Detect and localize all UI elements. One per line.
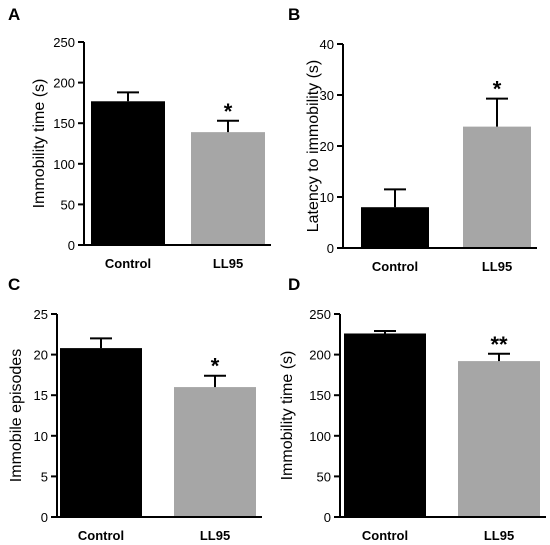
panel-label-b: B [288,5,300,24]
y-tick-label-b-3: 30 [320,88,334,103]
bar-c-control [60,348,142,517]
x-tick-label-d-0: Control [362,528,408,543]
y-axis-title-a: Immobility time (s) [31,79,48,209]
y-tick-label-c-4: 20 [34,348,48,363]
y-tick-label-d-4: 200 [309,348,331,363]
significance-c-1: * [211,354,220,379]
panel-label-c: C [8,275,20,294]
y-tick-label-c-5: 25 [34,307,48,322]
significance-d-1: ** [490,332,508,357]
y-tick-label-a-1: 50 [61,197,75,212]
bar-a-ll95 [191,132,265,245]
y-tick-label-d-2: 100 [309,429,331,444]
y-tick-label-b-0: 0 [327,241,334,256]
x-tick-label-a-1: LL95 [213,256,243,271]
x-tick-label-b-0: Control [372,259,418,274]
y-tick-label-a-5: 250 [53,35,75,50]
y-tick-label-d-1: 50 [317,469,331,484]
y-tick-label-d-0: 0 [324,510,331,525]
panel-label-a: A [8,5,20,24]
bar-b-control [361,207,429,248]
y-axis-title-c: Immobile episodes [8,349,25,482]
bar-d-ll95 [458,361,540,517]
bar-c-ll95 [174,387,256,517]
y-tick-label-b-2: 20 [320,139,334,154]
y-tick-label-a-3: 150 [53,116,75,131]
x-tick-label-c-0: Control [78,528,124,543]
panel-d: D Control ** LL95 0 50 100 150 200 250 Immobility … [279,275,546,543]
y-axis-title-b: Latency to immobility (s) [305,60,322,233]
y-tick-label-b-1: 10 [320,190,334,205]
panel-label-d: D [288,275,300,294]
bar-a-control [91,101,165,245]
y-tick-label-c-0: 0 [41,510,48,525]
significance-a-1: * [224,99,233,124]
y-tick-label-a-2: 100 [53,157,75,172]
x-tick-label-d-1: LL95 [484,528,514,543]
y-tick-label-c-2: 10 [34,429,48,444]
x-tick-label-b-1: LL95 [482,259,512,274]
panel-a: A Control * LL95 0 50 100 150 200 250 Immobility t… [8,5,271,271]
y-tick-label-b-4: 40 [320,37,334,52]
y-axis-title-d: Immobility time (s) [279,351,296,481]
bar-d-control [344,333,426,517]
y-tick-label-a-0: 0 [68,238,75,253]
bar-b-ll95 [463,126,531,248]
x-tick-label-c-1: LL95 [200,528,230,543]
y-tick-label-d-3: 150 [309,388,331,403]
panel-c: C Control * LL95 0 5 10 15 20 25 Immobile episodes [8,275,262,543]
y-tick-label-d-5: 250 [309,307,331,322]
x-tick-label-a-0: Control [105,256,151,271]
y-tick-label-c-1: 5 [41,469,48,484]
y-tick-label-a-4: 200 [53,76,75,91]
significance-b-1: * [493,77,502,102]
panel-b: B Control * LL95 0 10 20 30 40 Latency to immobil… [288,5,537,274]
y-tick-label-c-3: 15 [34,388,48,403]
